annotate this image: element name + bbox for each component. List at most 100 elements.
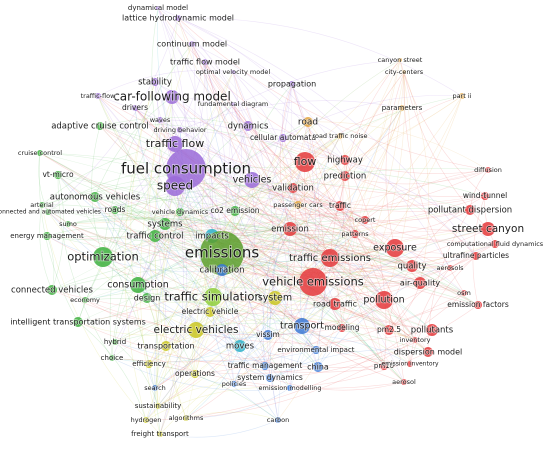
node-label: car-following model	[113, 90, 231, 104]
edge	[67, 217, 331, 259]
edge	[154, 235, 421, 287]
edge	[204, 61, 413, 267]
edge	[46, 227, 156, 237]
edge	[289, 71, 405, 230]
edge	[211, 135, 341, 237]
node-label: traffic-flow	[81, 92, 116, 100]
edge	[177, 17, 451, 269]
edge	[154, 179, 253, 237]
edge	[221, 107, 403, 254]
node-label: co2 emission	[210, 206, 259, 215]
edge	[269, 161, 306, 421]
node-label: freight transport	[131, 430, 189, 438]
edge	[339, 205, 413, 267]
edge	[185, 292, 465, 419]
edge	[312, 255, 477, 285]
edge	[317, 243, 496, 368]
edge	[221, 252, 319, 368]
node-label: road traffic noise	[312, 132, 367, 140]
edge	[212, 121, 309, 298]
node-bubble	[275, 417, 281, 423]
edge	[177, 17, 477, 257]
node-bubble	[54, 171, 62, 179]
node-label: cellular automata	[250, 133, 316, 142]
edge	[57, 174, 166, 225]
edge	[281, 83, 293, 139]
node-label: search	[144, 384, 166, 392]
node-label: prediction	[324, 172, 367, 182]
edge	[301, 247, 396, 327]
edge	[221, 103, 234, 254]
edge	[177, 17, 463, 97]
edge	[264, 187, 297, 367]
edge	[269, 349, 317, 379]
node-label: patterns	[341, 230, 369, 238]
node-label: vehicles	[233, 175, 272, 186]
edge	[221, 228, 489, 276]
edge	[221, 59, 401, 254]
node-label: drivers	[122, 103, 148, 112]
edge	[274, 243, 496, 299]
edge	[204, 61, 405, 383]
node-bubble	[93, 247, 113, 267]
edge	[51, 288, 317, 351]
edge	[201, 71, 234, 313]
node-label: economy	[70, 296, 100, 304]
edge	[277, 228, 291, 421]
edge	[46, 235, 55, 291]
node-label: autonomous vehicles	[50, 193, 141, 203]
node-bubble	[295, 152, 315, 172]
edge	[84, 299, 385, 368]
node-label: dynamical model	[128, 4, 188, 12]
edge	[232, 103, 341, 137]
edge	[191, 43, 385, 301]
edge	[114, 322, 429, 353]
edge	[185, 387, 291, 419]
node-label: consumption	[107, 280, 169, 291]
node-label: part ii	[452, 92, 471, 100]
edge	[137, 208, 471, 286]
node-bubble	[491, 240, 499, 248]
node-label: exposure	[373, 243, 417, 254]
edge	[191, 43, 291, 230]
edge	[354, 228, 489, 235]
edge	[179, 211, 433, 331]
edge	[339, 107, 403, 207]
edge	[289, 233, 356, 389]
edge	[174, 143, 356, 235]
node-bubble	[340, 155, 350, 165]
node-label: city-centers	[385, 68, 424, 76]
edge	[388, 243, 496, 331]
edge	[354, 209, 471, 236]
edge	[164, 223, 213, 237]
node-bubble	[132, 105, 138, 111]
edge	[185, 345, 241, 419]
edge	[154, 233, 479, 306]
edge	[97, 95, 235, 385]
edge	[221, 209, 471, 254]
node-label: waves	[150, 116, 171, 124]
edge	[46, 235, 223, 254]
edge	[97, 95, 167, 347]
edge	[277, 71, 405, 421]
node-bubble	[65, 221, 71, 227]
edge	[209, 219, 366, 313]
edge	[41, 166, 486, 206]
node-label: roads	[105, 205, 126, 214]
node-label: calibration	[200, 266, 245, 276]
edge	[38, 152, 79, 323]
edge	[84, 235, 213, 301]
node-label: arterial	[30, 201, 54, 209]
edge	[154, 103, 234, 389]
node-bubble	[384, 325, 394, 335]
node-bubble	[204, 288, 222, 306]
node-bubble	[191, 370, 199, 378]
bubbles	[37, 6, 499, 437]
node-label: ultrafine particles	[443, 251, 509, 260]
edge	[102, 256, 196, 375]
edge	[84, 252, 223, 301]
node-label: vt-micro	[42, 170, 74, 179]
edge	[289, 228, 416, 341]
edge	[211, 169, 489, 237]
edge	[157, 7, 346, 161]
